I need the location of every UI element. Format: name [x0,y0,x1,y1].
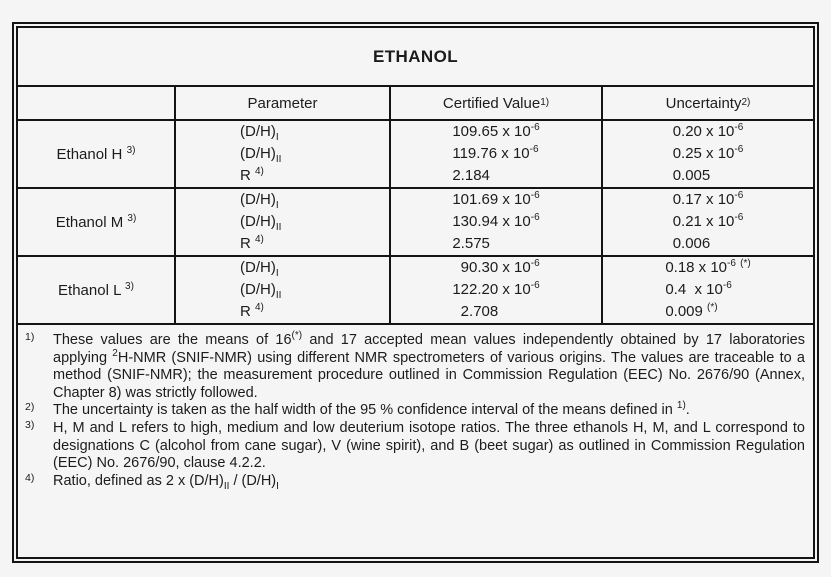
parameter-lines: (D/H)I (D/H)II R 4) [240,121,281,187]
row-label-cell: Ethanol H 3) [18,121,174,187]
uncertainty-cell: 0.18 x 10-6 (*) 0.4 x 10-6 0.009 (*) [601,257,813,323]
uncertainty-line: 0.006 [672,235,711,252]
uncertainty-line: 0.009 (*) [665,302,718,321]
certified-value-line: 90.30 x 10-6 [452,258,540,277]
uncertainty-line: 0.005 [672,167,711,184]
table-row: Ethanol M 3) (D/H)I (D/H)II R 4) 101.69 x 10… [18,189,813,257]
uncertainty-line: 0.25 x 10-6 [672,144,744,163]
column-header-uncertainty: Uncertainty 2) [601,87,813,119]
certified-value-cell: 90.30 x 10-6 122.20 x 10-6 2.708 [389,257,601,323]
ethanol-certificate-table: ETHANOL Parameter Certified Value 1) Unc… [12,22,819,563]
uncertainty-cell: 0.17 x 10-6 0.21 x 10-6 0.006 [601,189,813,255]
certified-value-line: 122.20 x 10-6 [452,280,540,299]
footnote-text: Ratio, defined as 2 x (D/H)II / (D/H)I [53,472,279,492]
column-header-parameter: Parameter [174,87,389,119]
row-label: Ethanol H 3) [56,144,136,163]
footnote: 3) H, M and L refers to high, medium and … [22,418,807,473]
certified-value-cell: 101.69 x 10-6 130.94 x 10-6 2.575 [389,189,601,255]
certified-value-line: 2.575 [452,235,490,252]
footnote: 1) These values are the means of 16(*) an… [22,330,807,402]
table-title: ETHANOL [373,46,458,66]
uncertainty-line: 0.21 x 10-6 [672,212,744,231]
column-header-certified-value: Certified Value 1) [389,87,601,119]
footnote-marker: 4) [25,471,35,484]
parameter-line: (D/H)I [240,123,279,143]
parameter-cell: (D/H)I (D/H)II R 4) [174,257,389,323]
uncertainty-cell: 0.20 x 10-6 0.25 x 10-6 0.005 [601,121,813,187]
parameter-lines: (D/H)I (D/H)II R 4) [240,189,281,255]
certified-value-cell: 109.65 x 10-6 119.76 x 10-6 2.184 [389,121,601,187]
footnote-text: The uncertainty is taken as the half wid… [53,400,690,419]
row-label: Ethanol L 3) [58,280,134,299]
table-body: Ethanol H 3) (D/H)I (D/H)II R 4) 109.65 x 10… [18,121,813,325]
row-label-cell: Ethanol M 3) [18,189,174,255]
row-label-cell: Ethanol L 3) [18,257,174,323]
parameter-line: (D/H)I [240,191,279,211]
footnote-text: H, M and L refers to high, medium and lo… [53,419,805,472]
parameter-cell: (D/H)I (D/H)II R 4) [174,121,389,187]
parameter-cell: (D/H)I (D/H)II R 4) [174,189,389,255]
parameter-line: R 4) [240,302,264,321]
certified-value-lines: 109.65 x 10-6 119.76 x 10-6 2.184 [452,121,539,187]
parameter-lines: (D/H)I (D/H)II R 4) [240,257,281,323]
footnote-marker: 1) [25,331,35,343]
parameter-line: R 4) [240,166,264,185]
parameter-line: R 4) [240,234,264,253]
footnote-text: These values are the means of 16(*) and … [53,330,805,401]
certified-value-line: 2.184 [452,167,490,184]
certified-value-line: 130.94 x 10-6 [452,212,540,231]
certified-value-lines: 90.30 x 10-6 122.20 x 10-6 2.708 [452,257,539,323]
parameter-line: (D/H)II [240,145,282,165]
footnote-marker: 2) [25,401,35,414]
column-header-blank [18,87,174,119]
uncertainty-line: 0.4 x 10-6 [665,280,732,299]
footnote-marker: 3) [25,418,35,431]
footnotes-section: 1) These values are the means of 16(*) an… [18,325,813,557]
certified-value-line: 2.708 [452,303,499,320]
uncertainty-line: 0.20 x 10-6 [672,122,744,141]
table-header-row: Parameter Certified Value 1) Uncertainty… [18,87,813,121]
uncertainty-line: 0.17 x 10-6 [672,190,744,209]
uncertainty-lines: 0.20 x 10-6 0.25 x 10-6 0.005 [673,121,744,187]
parameter-line: (D/H)II [240,213,282,233]
table-title-row: ETHANOL [18,28,813,87]
uncertainty-line: 0.18 x 10-6 (*) [665,258,751,277]
parameter-line: (D/H)I [240,259,279,279]
table-row: Ethanol H 3) (D/H)I (D/H)II R 4) 109.65 x 10… [18,121,813,189]
certified-value-line: 119.76 x 10-6 [452,144,539,163]
footnote: 2) The uncertainty is taken as the half w… [22,400,807,420]
parameter-line: (D/H)II [240,281,282,301]
certified-value-lines: 101.69 x 10-6 130.94 x 10-6 2.575 [452,189,539,255]
table-inner-border: ETHANOL Parameter Certified Value 1) Unc… [16,26,815,559]
uncertainty-lines: 0.18 x 10-6 (*) 0.4 x 10-6 0.009 (*) [665,257,750,323]
row-label: Ethanol M 3) [55,212,137,231]
certified-value-line: 109.65 x 10-6 [452,122,540,141]
footnote: 4) Ratio, defined as 2 x (D/H)II / (D/H)I [22,471,807,492]
uncertainty-lines: 0.17 x 10-6 0.21 x 10-6 0.006 [673,189,744,255]
certified-value-line: 101.69 x 10-6 [452,190,540,209]
table-row: Ethanol L 3) (D/H)I (D/H)II R 4) 90.30 x 10… [18,257,813,325]
